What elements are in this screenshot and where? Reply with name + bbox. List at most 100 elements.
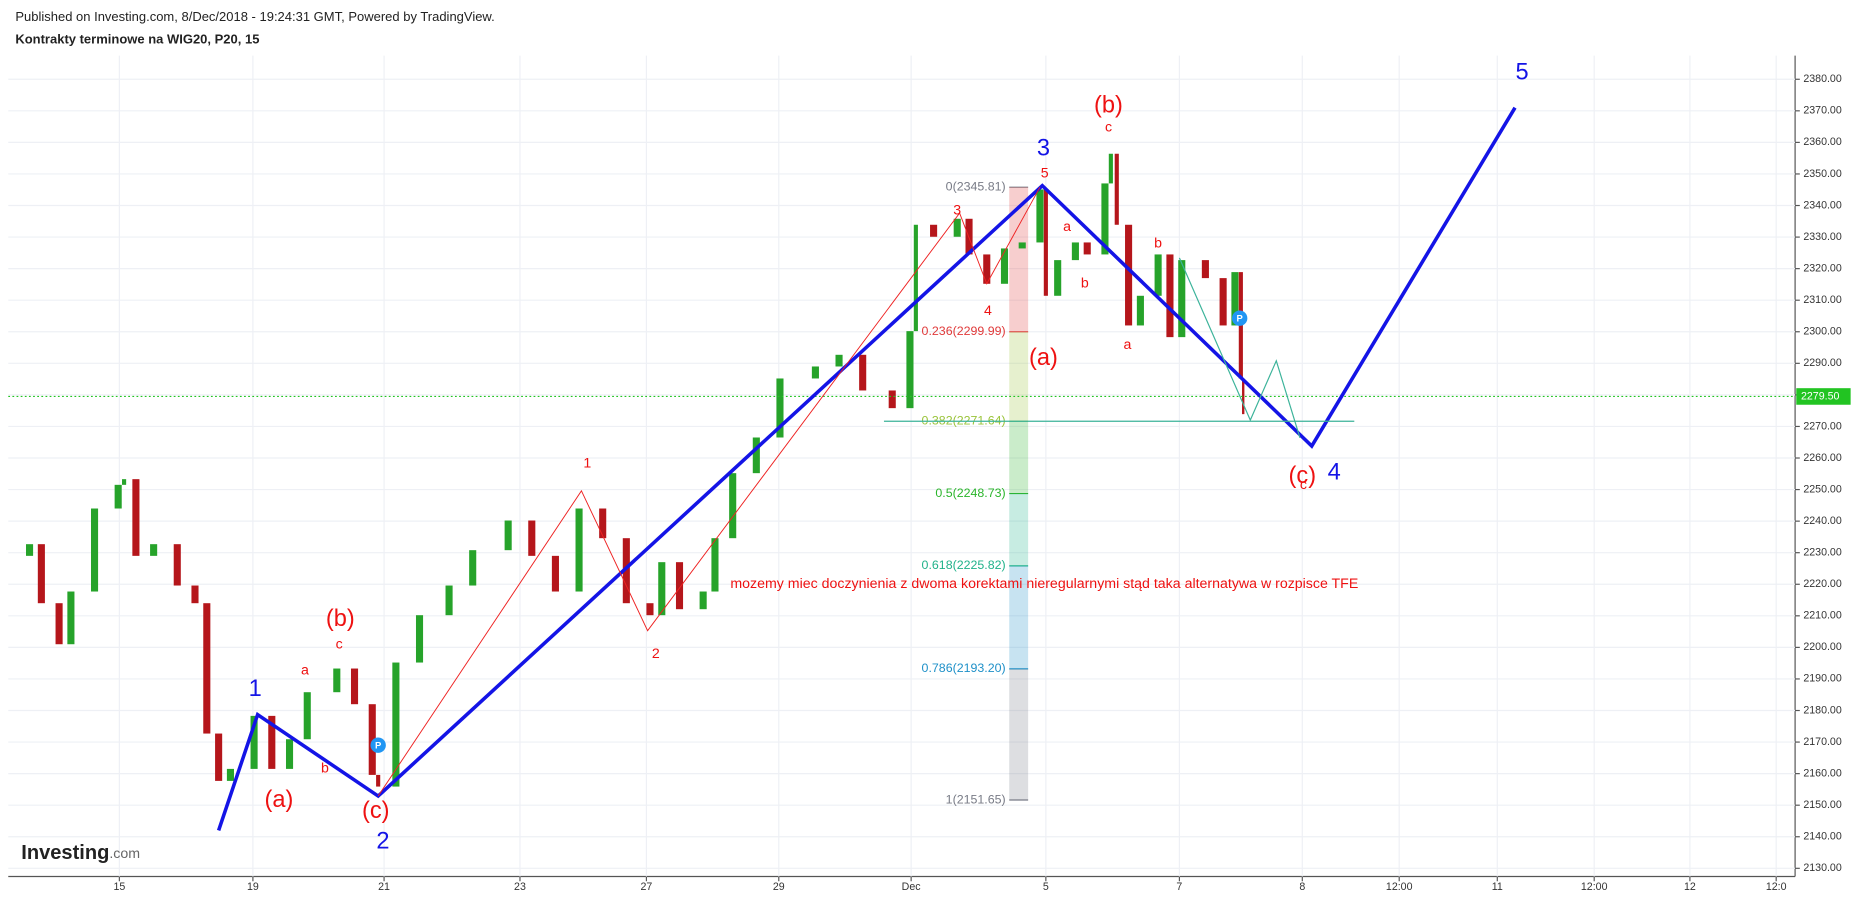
marker-label: P (375, 740, 381, 751)
candle (1114, 153, 1119, 225)
candle (1219, 278, 1227, 326)
candle (1154, 254, 1162, 296)
x-tick-label: 27 (641, 881, 653, 893)
candle (250, 715, 258, 769)
drawing-line (1178, 257, 1301, 438)
candle (811, 366, 819, 379)
y-tick-label: 2370.00 (1803, 105, 1841, 117)
candle (1201, 260, 1209, 279)
chart-title: Kontrakty terminowe na WIG20, P20, 15 (15, 32, 259, 47)
candle (888, 390, 896, 409)
wave-label: 1 (249, 676, 262, 702)
y-tick-label: 2150.00 (1803, 799, 1841, 811)
candle (1101, 183, 1109, 255)
fib-band (1009, 493, 1029, 566)
subwave-label: b (321, 761, 329, 777)
candle (711, 538, 719, 592)
candle (1166, 254, 1174, 338)
x-tick-label: 11 (1492, 881, 1503, 893)
candle (376, 774, 381, 787)
subwave-label: c (1300, 477, 1307, 493)
subwave-label: a (1123, 337, 1131, 353)
subwave-label: c (336, 637, 343, 653)
fib-label: 0.786(2193.20) (922, 661, 1006, 675)
x-tick-label: 12 (1684, 881, 1696, 893)
subwave-label: a (1063, 219, 1071, 235)
candle (551, 555, 559, 592)
logo-suffix: .com (109, 846, 140, 862)
fib-band (1009, 565, 1029, 669)
fib-label: 0.382(2271.64) (922, 414, 1006, 428)
candle (191, 585, 199, 604)
candle (913, 224, 918, 332)
y-tick-label: 2140.00 (1803, 831, 1841, 843)
y-tick-label: 2170.00 (1803, 736, 1841, 748)
fib-label: 0(2345.81) (946, 179, 1006, 193)
y-tick-label: 2190.00 (1803, 673, 1841, 685)
candle (906, 331, 914, 409)
candle (37, 544, 45, 604)
y-tick-label: 2340.00 (1803, 199, 1841, 211)
candle (699, 591, 707, 610)
subwave-label: c (1105, 120, 1112, 136)
subwave-label: a (301, 662, 309, 678)
fib-band (1009, 421, 1029, 494)
x-tick-label: Dec (902, 881, 922, 893)
candle (1125, 224, 1133, 326)
logo: Investing.com (21, 842, 140, 864)
x-tick-label: 23 (514, 881, 526, 893)
candle (776, 378, 784, 438)
fib-band (1009, 331, 1029, 422)
subwave-label: 4 (984, 303, 992, 319)
y-tick-label: 2160.00 (1803, 767, 1841, 779)
marker-label: P (1237, 313, 1243, 324)
candle (1083, 242, 1091, 255)
fib-band (1009, 668, 1029, 800)
candle (122, 479, 127, 485)
candle (930, 224, 938, 237)
candle (575, 508, 583, 592)
y-tick-label: 2180.00 (1803, 704, 1841, 716)
subwave-label: b (1154, 235, 1162, 251)
y-tick-label: 2130.00 (1803, 862, 1841, 874)
subwave-label: 5 (1041, 166, 1049, 182)
y-tick-label: 2350.00 (1803, 168, 1841, 180)
candle (1178, 260, 1186, 338)
y-tick-label: 2290.00 (1803, 357, 1841, 369)
marker (1231, 310, 1248, 326)
fib-label: 0.236(2299.99) (922, 324, 1006, 338)
y-tick-label: 2200.00 (1803, 641, 1841, 653)
candle (528, 520, 536, 556)
candle (675, 562, 684, 610)
candle (1136, 295, 1144, 326)
candle (226, 768, 234, 781)
fib-label: 0.5(2248.73) (935, 486, 1005, 500)
candle (285, 739, 294, 769)
y-tick-label: 2270.00 (1803, 420, 1841, 432)
wave-label: 4 (1328, 459, 1341, 485)
logo-name: Investing (21, 842, 109, 864)
candle (350, 668, 359, 705)
y-tick-label: 2380.00 (1803, 73, 1841, 85)
y-tick-label: 2220.00 (1803, 578, 1841, 590)
candle (1018, 242, 1026, 249)
candle (1108, 153, 1113, 184)
x-tick-label: 8 (1299, 881, 1305, 893)
y-tick-label: 2210.00 (1803, 610, 1841, 622)
candle (1054, 260, 1062, 296)
candle (333, 668, 341, 693)
candle (953, 218, 961, 237)
wave-label: (c) (362, 798, 390, 824)
candle (55, 603, 63, 645)
fib-label: 1(2151.65) (946, 792, 1006, 806)
candle (173, 544, 181, 586)
marker (370, 737, 386, 753)
fib-label: 0.618(2225.82) (922, 558, 1006, 572)
candle (752, 437, 760, 474)
candle (1242, 378, 1245, 415)
subwave-label: 2 (652, 646, 660, 662)
candle (150, 544, 158, 556)
candle (445, 585, 453, 616)
candle (215, 733, 223, 781)
